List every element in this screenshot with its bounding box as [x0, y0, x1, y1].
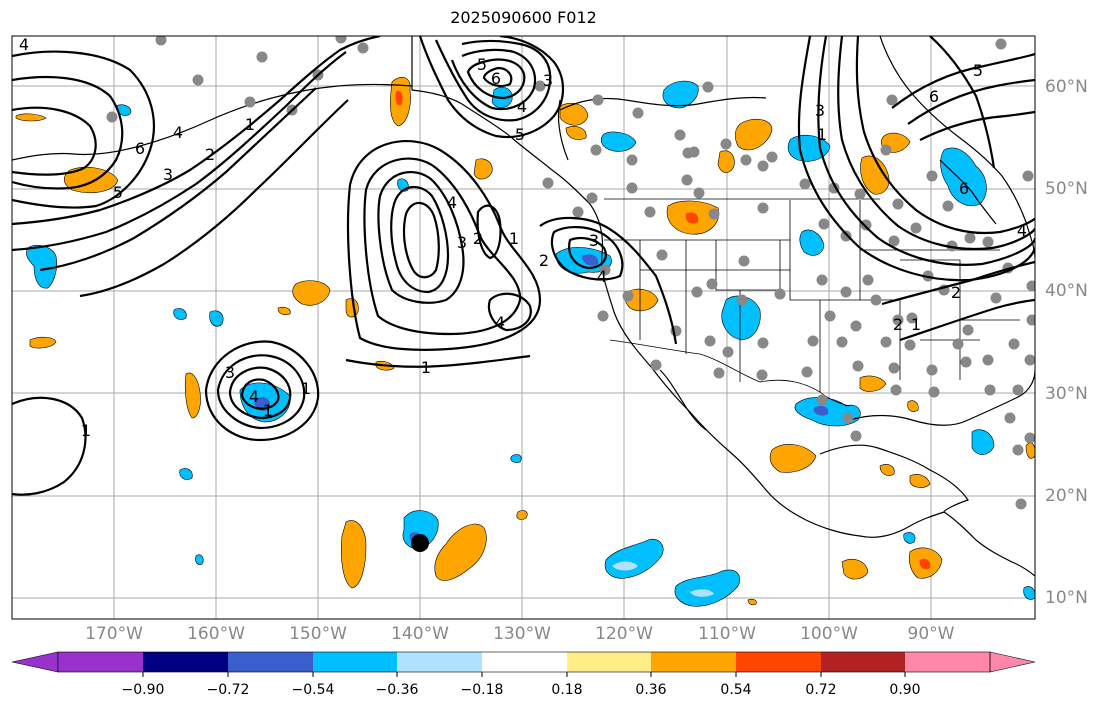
- contour-label: 5: [477, 55, 487, 74]
- contour-label: 5: [515, 125, 525, 144]
- contour-label: 1: [817, 125, 827, 144]
- colorbar-tick-label: −0.36: [375, 682, 419, 698]
- contour-label: 3: [163, 165, 173, 184]
- contour-label: 4: [495, 313, 505, 332]
- lon-label: 150°W: [289, 624, 347, 644]
- contour-label: 6: [135, 139, 145, 158]
- lon-label: 170°W: [85, 624, 143, 644]
- lon-label: 140°W: [391, 624, 449, 644]
- light-negative-shading: [612, 561, 714, 597]
- colorbar-tick-label: −0.18: [460, 682, 504, 698]
- colorbar-segment: [482, 652, 567, 672]
- contour-label: 1: [263, 401, 273, 420]
- contour-label: 1: [81, 421, 91, 440]
- contour-label: 3: [589, 231, 599, 250]
- lon-label: 110°W: [698, 624, 756, 644]
- contour-label: 1: [421, 358, 431, 377]
- colorbar-segment: [143, 652, 228, 672]
- contour-label: 4: [19, 35, 29, 54]
- political-borders: [604, 198, 1020, 407]
- contour-label: 4: [517, 97, 527, 116]
- colorbar-extend-right: [989, 651, 1036, 673]
- lat-label: 60°N: [1045, 77, 1088, 97]
- contour-label: 3: [457, 233, 467, 252]
- lat-label: 10°N: [1045, 588, 1088, 608]
- contour-label: 2: [473, 229, 483, 248]
- lat-label: 30°N: [1045, 384, 1088, 404]
- colorbar-segment: [567, 652, 651, 672]
- contour-label: 3: [815, 101, 825, 120]
- colorbar-tick-label: 0.72: [805, 682, 837, 698]
- contour-label: 5: [973, 61, 983, 80]
- colorbar-segment: [397, 652, 482, 672]
- contour-label: 1: [509, 229, 519, 248]
- colorbar-tick-label: 0.18: [551, 682, 583, 698]
- lon-label: 120°W: [595, 624, 653, 644]
- contour-label: 2: [893, 315, 903, 334]
- contour-label: 1: [245, 115, 255, 134]
- contour-label: 4: [249, 387, 259, 406]
- lat-label: 40°N: [1045, 281, 1088, 301]
- lon-label: 100°W: [800, 624, 858, 644]
- contour-label: 2: [539, 251, 549, 270]
- colorbar-tick-label: −0.90: [121, 682, 165, 698]
- contour-label: 4: [597, 267, 607, 286]
- colorbar-tick-label: −0.54: [291, 682, 335, 698]
- lon-label: 130°W: [493, 624, 551, 644]
- contour-label: 3: [543, 71, 553, 90]
- colorbar-segment: [736, 652, 821, 672]
- strong-positive-shading: [395, 90, 931, 570]
- lat-label: 20°N: [1045, 486, 1088, 506]
- storm-center-marker: [411, 534, 429, 552]
- colorbar-tick-label: 0.54: [720, 682, 752, 698]
- contour-label: 4: [173, 123, 183, 142]
- contour-label: 6: [491, 69, 501, 88]
- contour-label: 4: [1017, 221, 1027, 240]
- colorbar-segment: [821, 652, 905, 672]
- contour-labels: 4 6 5 5 3 4 1 2 3 4 6 5 4 1 3 1 4 2 3 4 …: [19, 35, 1027, 440]
- contour-lines: [12, 36, 1035, 496]
- lon-label: 160°W: [187, 624, 245, 644]
- contour-label: 3: [225, 363, 235, 382]
- contour-label: 2: [951, 283, 961, 302]
- map-frame: [11, 35, 1036, 620]
- colorbar-segment: [228, 652, 313, 672]
- colorbar-extend-left: [11, 651, 59, 673]
- colorbar-segment: [313, 652, 397, 672]
- colorbar-segment: [905, 652, 990, 672]
- contour-label: 5: [113, 183, 123, 202]
- contour-label: 6: [959, 179, 969, 198]
- colorbar-tick-label: 0.90: [889, 682, 921, 698]
- colorbar-tick-label: −0.72: [206, 682, 250, 698]
- contour-label: 6: [929, 87, 939, 106]
- contour-label: 4: [447, 193, 457, 212]
- contour-label: 1: [911, 315, 921, 334]
- colorbar-tick-label: 0.36: [635, 682, 667, 698]
- contour-label: 2: [205, 145, 215, 164]
- lat-label: 50°N: [1045, 179, 1088, 199]
- colorbar-segment: [651, 652, 736, 672]
- map-title: 2025090600 F012: [450, 8, 597, 27]
- station-dots: [106, 36, 1035, 510]
- contour-label: 1: [301, 379, 311, 398]
- colorbar-segment: [58, 652, 143, 672]
- lon-label: 90°W: [907, 624, 955, 644]
- colorbar: [11, 651, 1036, 677]
